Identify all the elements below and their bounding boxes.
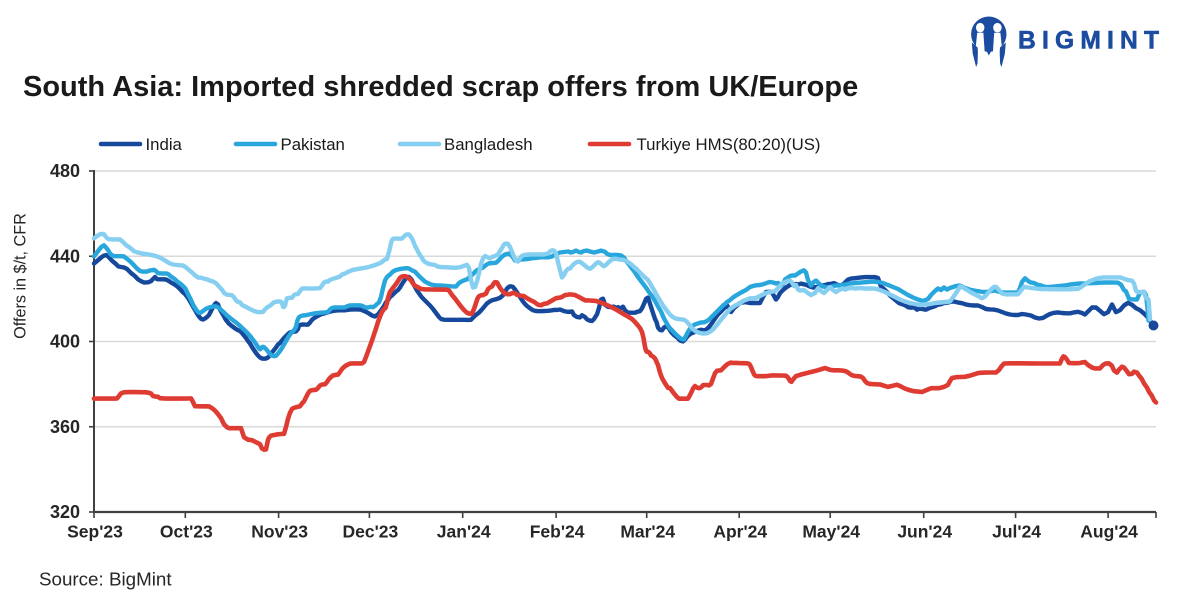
svg-text:South Asia: Imported shredded: South Asia: Imported shredded scrap offe…: [23, 71, 858, 103]
svg-text:Apr'24: Apr'24: [713, 522, 767, 542]
svg-text:320: 320: [50, 502, 80, 522]
svg-text:Source: BigMint: Source: BigMint: [39, 569, 172, 590]
svg-text:May'24: May'24: [802, 522, 860, 542]
svg-text:480: 480: [50, 161, 80, 181]
svg-text:Jan'24: Jan'24: [437, 522, 491, 542]
svg-text:BIGMINT: BIGMINT: [1018, 28, 1165, 55]
svg-text:Aug'24: Aug'24: [1080, 522, 1138, 542]
svg-text:360: 360: [50, 417, 80, 437]
svg-text:Oct'23: Oct'23: [160, 522, 213, 542]
svg-text:India: India: [146, 135, 183, 154]
svg-text:Feb'24: Feb'24: [530, 522, 585, 542]
svg-text:Bangladesh: Bangladesh: [444, 135, 533, 154]
svg-text:Jun'24: Jun'24: [897, 522, 952, 542]
svg-text:Offers in $/t, CFR: Offers in $/t, CFR: [12, 213, 30, 339]
svg-text:Pakistan: Pakistan: [281, 135, 345, 154]
svg-text:Nov'23: Nov'23: [251, 522, 308, 542]
svg-text:Turkiye HMS(80:20)(US): Turkiye HMS(80:20)(US): [637, 135, 821, 154]
svg-text:Mar'24: Mar'24: [620, 522, 675, 542]
svg-text:440: 440: [50, 246, 80, 266]
svg-text:Jul'24: Jul'24: [992, 522, 1041, 542]
svg-text:400: 400: [50, 332, 80, 352]
svg-text:Dec'23: Dec'23: [343, 522, 399, 542]
svg-text:Sep'23: Sep'23: [67, 522, 123, 542]
